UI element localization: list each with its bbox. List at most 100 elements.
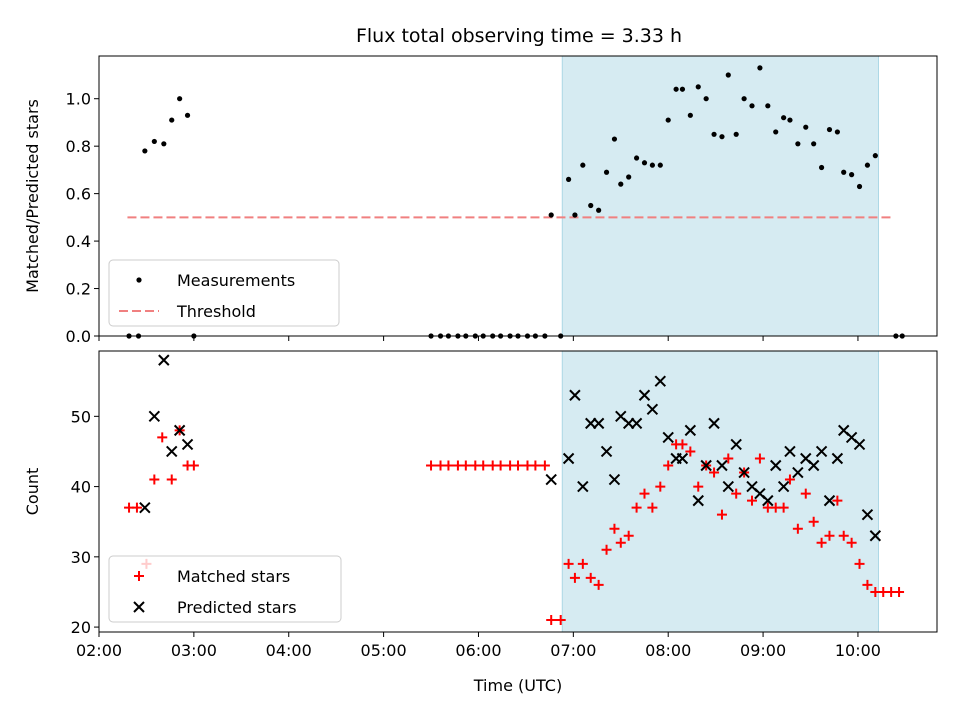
measurement-point (572, 212, 578, 218)
matched-star-point (149, 474, 160, 485)
predicted-star-point (646, 403, 659, 416)
predicted-star-point (807, 459, 820, 472)
predicted-star-point (600, 445, 613, 458)
predicted-star-point (608, 473, 621, 486)
predicted-star-point (792, 466, 804, 479)
observing-window-span (561, 350, 879, 633)
measurement-point (169, 117, 175, 123)
measurement-point (151, 138, 157, 145)
measurement-point (626, 174, 632, 180)
measurement-point (596, 207, 602, 213)
predicted-star-point (638, 389, 651, 401)
measurement-point (733, 131, 739, 137)
matched-star-point (460, 460, 471, 471)
measurement-point (818, 164, 825, 171)
chart-title: Flux total observing time = 3.33 h (356, 25, 682, 47)
measurement-point (649, 162, 655, 168)
legend-label: Measurements (177, 271, 295, 290)
x-tick-label: 05:00 (361, 641, 407, 660)
predicted-star-point (562, 452, 575, 465)
x-tick-label: 10:00 (835, 641, 881, 660)
predicted-star-point (692, 494, 704, 507)
measurement-point (641, 160, 648, 166)
predicted-star-point (853, 438, 866, 451)
measurement-point (657, 162, 663, 168)
matched-star-point (832, 495, 843, 506)
predicted-star-point (545, 473, 557, 486)
matched-star-point (577, 558, 588, 569)
predicted-star-point (630, 417, 643, 430)
measurement-point (611, 136, 618, 142)
measurement-point (803, 124, 809, 130)
measurement-point (795, 141, 801, 147)
x-axis-label: Time (UTC) (473, 676, 562, 695)
measurement-point (618, 181, 624, 187)
predicted-star-point (762, 494, 774, 507)
matched-star-point (563, 558, 574, 569)
matched-star-point (601, 544, 612, 555)
measurement-point (773, 129, 779, 135)
matched-star-point (677, 439, 688, 450)
y-tick-label: 0.6 (66, 185, 91, 204)
measurement-point (695, 84, 701, 90)
measurement-point (725, 72, 731, 78)
predicted-star-point (869, 530, 882, 542)
y-tick-label: 1.0 (66, 90, 91, 109)
predicted-star-point (181, 438, 194, 451)
matched-star-point (478, 460, 489, 471)
matched-star-point (838, 530, 849, 541)
predicted-star-point (654, 375, 667, 387)
predicted-star-point (708, 417, 720, 430)
matched-star-point (747, 495, 758, 506)
measurement-point (673, 86, 679, 92)
measurement-point (161, 141, 167, 147)
measurement-point (834, 129, 840, 135)
measurement-point (711, 131, 717, 137)
matched-star-point (166, 474, 177, 485)
bottom-panel: 20 30 40 50 02:00 03:00 04:00 05:00 06:00 07:00 08… (23, 350, 938, 695)
x-tick-label: 03:00 (171, 641, 217, 660)
matched-star-point (647, 502, 658, 513)
predicted-star-point (815, 445, 828, 458)
matched-star-point (754, 453, 765, 464)
measurement-point (184, 112, 191, 118)
legend-marker-matched (134, 571, 144, 581)
matched-star-point (723, 453, 734, 464)
matched-star-point (663, 460, 674, 471)
predicted-star-point (662, 431, 674, 444)
predicted-star-point (173, 424, 186, 437)
matched-star-point (585, 572, 596, 583)
measurement-point (142, 148, 148, 154)
matched-star-point (709, 467, 720, 478)
predicted-star-point (569, 389, 581, 401)
axes-frame (98, 55, 938, 337)
matched-star-point (513, 460, 523, 471)
matched-star-point (555, 615, 566, 626)
predicted-star-point (592, 417, 605, 430)
matched-star-point (824, 530, 835, 541)
y-tick-label: 0.4 (66, 232, 91, 251)
measurement-point (679, 86, 686, 92)
predicted-star-point (676, 452, 689, 465)
top-panel: 0.0 0.2 0.4 0.6 0.8 1.0 Matched/Predicted star… (23, 55, 938, 346)
measurement-point (741, 96, 747, 102)
y-tick-label: 0.0 (66, 327, 91, 346)
matched-star-point (685, 446, 696, 457)
predicted-star-point (730, 438, 742, 451)
matched-star-point (639, 488, 650, 499)
measurement-point (849, 172, 855, 178)
measurement-point (565, 176, 572, 182)
y-tick-label: 40 (71, 478, 91, 497)
predicted-star-point (722, 480, 734, 493)
predicted-star-point (784, 445, 796, 458)
measurement-point (687, 112, 693, 118)
matched-star-point (539, 460, 550, 471)
legend-label: Threshold (176, 302, 256, 321)
y-tick-label: 0.2 (66, 280, 91, 299)
predicted-star-point (770, 459, 782, 472)
matched-star-point (693, 481, 704, 492)
predicted-star-point (139, 501, 151, 514)
matched-star-point (530, 460, 541, 471)
axes-frame (98, 350, 938, 633)
